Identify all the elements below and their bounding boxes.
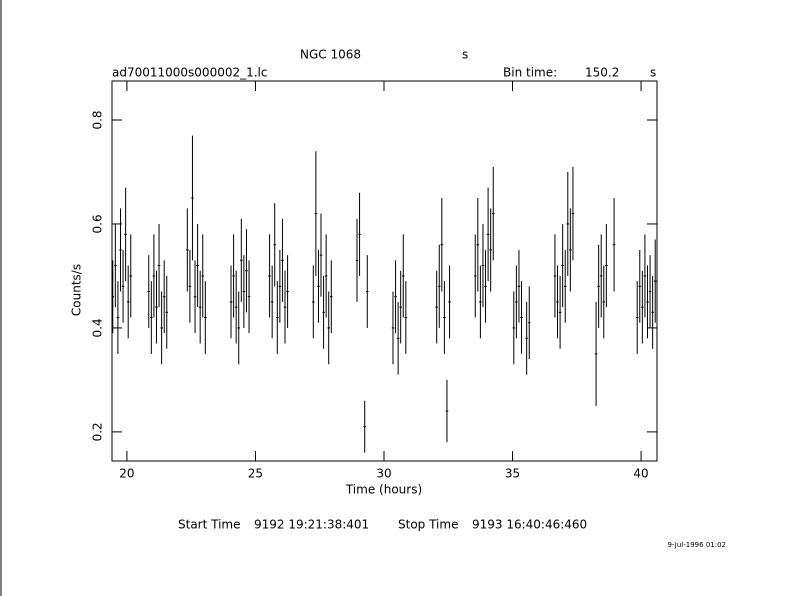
x-tick-label: 35 [505, 467, 520, 481]
bin-time: 150.2 [585, 66, 619, 80]
bin-time-unit: s [650, 66, 656, 80]
title-suffix: s [462, 48, 468, 62]
start-time: 9192 19:21:38:401 [254, 518, 369, 532]
y-tick-label: 0.2 [91, 422, 105, 441]
start-time-label: Start Time [178, 518, 241, 532]
bin-time-label: Bin time: [503, 66, 557, 80]
x-tick-label: 20 [119, 467, 134, 481]
x-axis-label: Time (hours) [345, 483, 422, 497]
stop-time-label: Stop Time [398, 518, 458, 532]
y-tick-label: 0.4 [91, 318, 105, 337]
chart-title: NGC 1068 [300, 48, 361, 62]
y-tick-label: 0.8 [91, 110, 105, 129]
y-tick-label: 0.6 [91, 214, 105, 233]
plot-frame [111, 80, 658, 462]
timestamp: 9-Jul-1996 01:02 [667, 541, 726, 549]
x-tick-label: 25 [248, 467, 263, 481]
y-axis-label: Counts/s [70, 264, 84, 316]
subtitle: ad70011000s000002_1.lc [112, 66, 268, 80]
x-tick-label: 40 [633, 467, 648, 481]
x-tick-label: 30 [376, 467, 391, 481]
stop-time: 9193 16:40:46:460 [472, 518, 587, 532]
